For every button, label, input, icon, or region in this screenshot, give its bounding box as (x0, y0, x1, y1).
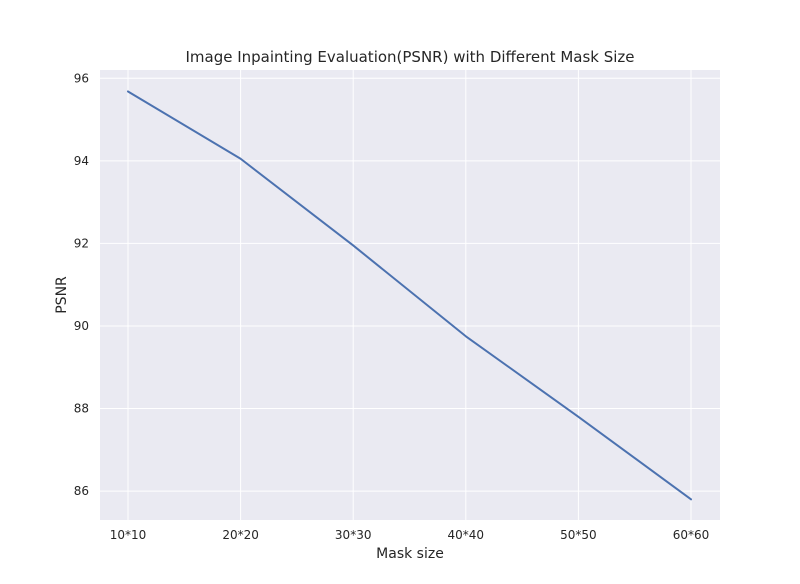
y-tick-label: 88 (74, 402, 89, 416)
y-tick-labels: 86 88 90 92 94 96 (74, 71, 89, 498)
y-tick-label: 96 (74, 71, 89, 85)
x-axis-label: Mask size (376, 546, 444, 562)
x-tick-label: 40*40 (448, 528, 485, 542)
x-tick-label: 60*60 (673, 528, 710, 542)
y-tick-label: 92 (74, 236, 89, 250)
y-tick-label: 94 (74, 154, 89, 168)
x-tick-label: 10*10 (110, 528, 147, 542)
y-axis-label: PSNR (54, 276, 70, 314)
x-tick-label: 20*20 (222, 528, 259, 542)
chart-title: Image Inpainting Evaluation(PSNR) with D… (185, 48, 634, 66)
y-tick-label: 90 (74, 319, 89, 333)
y-tick-label: 86 (74, 484, 89, 498)
x-tick-label: 50*50 (560, 528, 597, 542)
series-line-psnr (127, 90, 692, 501)
x-tick-label: 30*30 (335, 528, 372, 542)
grid (100, 70, 720, 520)
x-tick-labels: 10*10 20*20 30*30 40*40 50*50 60*60 (110, 528, 710, 542)
